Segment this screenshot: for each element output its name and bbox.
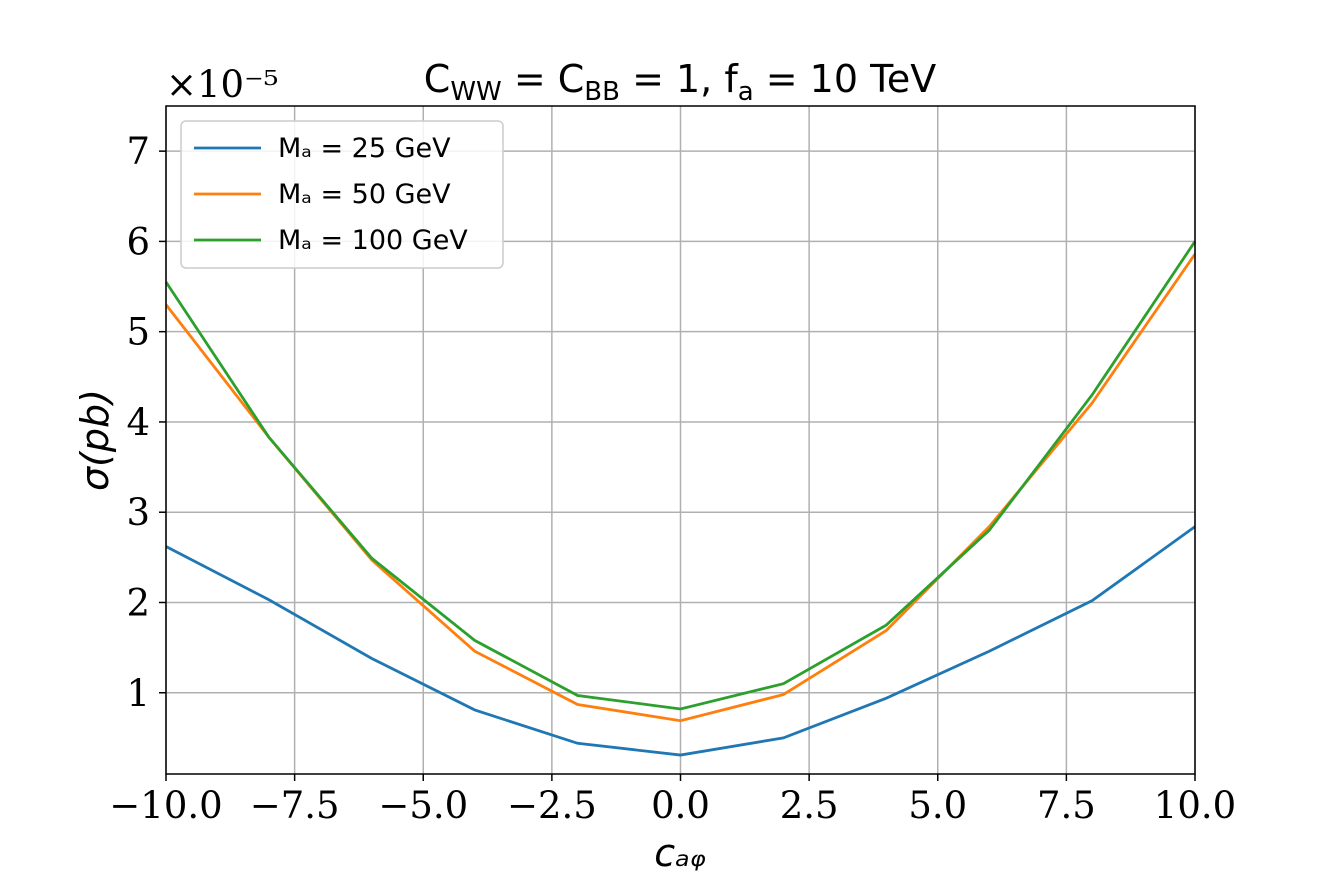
- title-part: C: [424, 57, 451, 101]
- x-tick-label: −7.5: [250, 784, 340, 827]
- title-part: = 1, f: [620, 57, 739, 101]
- y-tick-label: 5: [126, 311, 150, 354]
- chart-title: CWW = CBB = 1, fa = 10 TeV: [424, 57, 936, 107]
- x-tick-label: −5.0: [378, 784, 468, 827]
- x-axis-label: cₐᵩ: [654, 831, 706, 875]
- y-tick-label: 6: [126, 220, 150, 263]
- title-part: = C: [502, 57, 585, 101]
- series-line: [165, 525, 1196, 757]
- title-part: = 10 TeV: [754, 57, 937, 101]
- legend: Mₐ = 25 GeV Mₐ = 50 GeV Mₐ = 100 GeV: [180, 120, 504, 269]
- legend-label: Mₐ = 25 GeV: [278, 133, 451, 164]
- title-part: WW: [450, 77, 501, 107]
- x-tick-label: 7.5: [1037, 784, 1096, 827]
- series-line: [164, 240, 1197, 711]
- y-tick-label: 2: [126, 581, 150, 624]
- y-tick-label: 3: [126, 491, 150, 534]
- x-tick-label: −2.5: [507, 784, 597, 827]
- title-part: a: [738, 77, 754, 107]
- y-axis-label: σ(pb): [73, 389, 117, 491]
- legend-label: Mₐ = 100 GeV: [278, 225, 468, 256]
- x-tick-label: 10.0: [1154, 784, 1236, 827]
- x-tick-label: 2.5: [780, 784, 839, 827]
- y-tick-label: 1: [126, 672, 150, 715]
- x-tick-label: 5.0: [908, 784, 967, 827]
- title-part: BB: [584, 77, 620, 107]
- legend-box: [180, 120, 504, 269]
- x-tick-label: 0.0: [651, 784, 710, 827]
- legend-label: Mₐ = 50 GeV: [278, 179, 451, 210]
- y-offset: ×10⁻⁵: [166, 63, 278, 106]
- y-tick-label: 7: [126, 130, 150, 173]
- y-tick-label: 4: [126, 401, 150, 444]
- plot-frame: [165, 105, 1196, 775]
- x-tick-label: −10.0: [109, 784, 222, 827]
